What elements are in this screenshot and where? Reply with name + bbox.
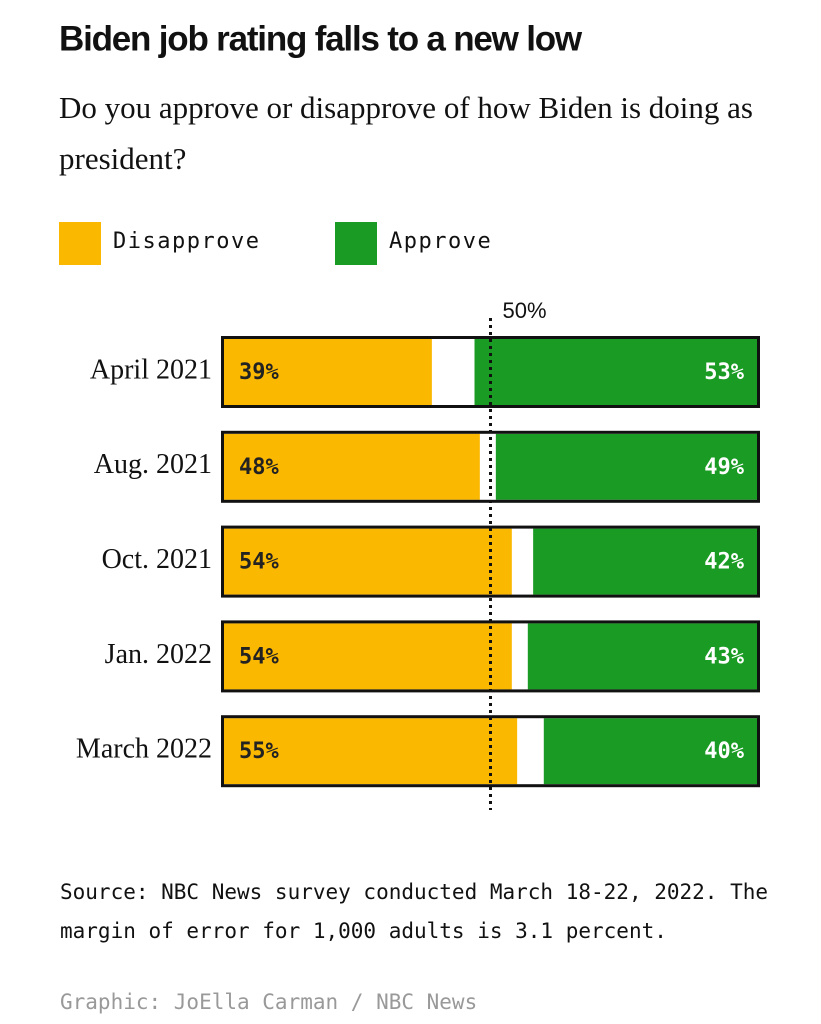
bar-segment [474, 339, 757, 405]
value-label: 43% [704, 644, 744, 669]
bar-segment [543, 718, 757, 785]
legend-swatch [59, 222, 101, 265]
bar-segment [224, 623, 512, 690]
bar-segment [224, 433, 480, 500]
value-label: 53% [704, 360, 744, 385]
value-label: 40% [704, 739, 744, 764]
chart-subtitle: Do you approve or disapprove of how Bide… [59, 90, 753, 176]
bar-segment [533, 528, 757, 595]
bar-border [221, 525, 760, 598]
credit: Graphic: JoElla Carman / NBC News [60, 990, 478, 1014]
value-label: 54% [239, 644, 279, 669]
value-label: 48% [239, 455, 279, 480]
category-label: March 2022 [76, 734, 212, 765]
legend-label: Approve [389, 229, 492, 254]
bar-border [221, 336, 760, 408]
bar-segment [495, 433, 757, 500]
legend-swatch [335, 222, 377, 265]
category-label: April 2021 [90, 354, 212, 385]
value-label: 54% [239, 550, 279, 575]
chart-title: Biden job rating falls to a new low [59, 19, 583, 58]
bar-segment [224, 718, 518, 785]
legend-label: Disapprove [113, 229, 260, 254]
reference-label: 50% [503, 298, 547, 323]
value-label: 42% [704, 550, 744, 575]
value-label: 39% [239, 360, 279, 385]
source-note: Source: NBC News survey conducted March … [60, 880, 769, 943]
value-label: 55% [239, 739, 279, 764]
bar-segment [224, 528, 512, 595]
category-label: Jan. 2022 [105, 639, 212, 670]
bar-segment [224, 339, 432, 405]
bar-segment [527, 623, 757, 690]
category-label: Aug. 2021 [94, 449, 212, 480]
value-label: 49% [704, 455, 744, 480]
bar-border [221, 715, 760, 788]
category-label: Oct. 2021 [102, 544, 212, 575]
